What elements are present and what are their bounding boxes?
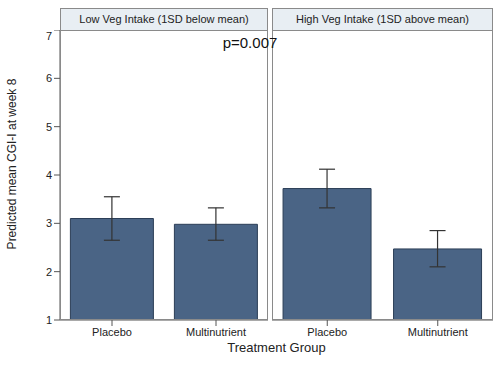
svg-text:5: 5	[46, 121, 52, 133]
svg-text:1: 1	[46, 314, 52, 326]
svg-text:Placebo: Placebo	[92, 326, 132, 338]
html-text:Treatment Group: Treatment Group	[227, 340, 326, 355]
svg-text:4: 4	[46, 169, 52, 181]
svg-text:Multinutrient: Multinutrient	[408, 326, 468, 338]
svg-text:2: 2	[46, 266, 52, 278]
html-text:p=0.007: p=0.007	[222, 34, 278, 51]
svg-text:7: 7	[46, 30, 52, 42]
svg-text:3: 3	[46, 217, 52, 229]
html-text:Predicted mean CGI-I at week 8: Predicted mean CGI-I at week 8	[5, 78, 19, 250]
svg-text:Placebo: Placebo	[307, 326, 347, 338]
svg-text:Multinutrient: Multinutrient	[186, 326, 246, 338]
html-text:Low Veg Intake (1SD below mean: Low Veg Intake (1SD below mean)	[79, 13, 249, 25]
svg-text:6: 6	[46, 72, 52, 84]
html-text:High Veg Intake (1SD above mea: High Veg Intake (1SD above mean)	[296, 13, 469, 25]
